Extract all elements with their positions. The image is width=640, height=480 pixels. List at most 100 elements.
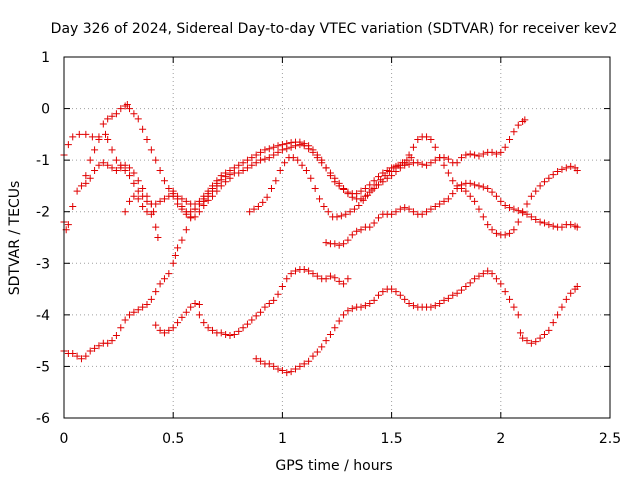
data-point bbox=[527, 192, 535, 200]
chart-title: Day 326 of 2024, Sidereal Day-to-day VTE… bbox=[51, 21, 618, 37]
data-point bbox=[143, 208, 151, 216]
data-point bbox=[209, 192, 217, 200]
data-point bbox=[272, 177, 280, 185]
data-point bbox=[484, 185, 492, 193]
x-tick-labels: 0 0.5 1 1.5 2 2.5 bbox=[60, 431, 622, 447]
data-point bbox=[479, 150, 487, 158]
data-point bbox=[195, 301, 203, 309]
data-point bbox=[156, 197, 164, 205]
data-point bbox=[379, 288, 387, 296]
data-point bbox=[209, 326, 217, 334]
data-point bbox=[497, 148, 505, 156]
series-track-11 bbox=[246, 154, 415, 221]
data-point bbox=[169, 324, 177, 332]
data-point bbox=[134, 115, 142, 123]
data-point bbox=[300, 360, 308, 368]
data-point bbox=[536, 218, 544, 226]
data-point bbox=[156, 166, 164, 174]
data-point bbox=[99, 159, 107, 167]
data-point bbox=[147, 146, 155, 154]
data-point bbox=[374, 291, 382, 299]
data-point bbox=[475, 152, 483, 160]
data-point bbox=[436, 300, 444, 308]
axis-ticks bbox=[63, 56, 611, 419]
data-point bbox=[409, 208, 417, 216]
data-point bbox=[431, 302, 439, 310]
data-point bbox=[344, 190, 352, 198]
data-point bbox=[567, 289, 575, 297]
data-point bbox=[510, 226, 518, 234]
data-point bbox=[165, 270, 173, 278]
data-point bbox=[364, 191, 372, 199]
data-point bbox=[274, 148, 282, 156]
data-point bbox=[497, 280, 505, 288]
data-point bbox=[278, 146, 286, 154]
data-point bbox=[453, 289, 461, 297]
data-point bbox=[305, 357, 313, 365]
data-point bbox=[545, 174, 553, 182]
data-point bbox=[169, 187, 177, 195]
data-point bbox=[567, 162, 575, 170]
data-point bbox=[475, 205, 483, 213]
data-point bbox=[368, 186, 376, 194]
data-point bbox=[117, 105, 125, 113]
data-point bbox=[440, 197, 448, 205]
data-point bbox=[488, 270, 496, 278]
data-point bbox=[370, 219, 378, 227]
data-point bbox=[567, 221, 575, 229]
data-point bbox=[64, 221, 72, 229]
data-point bbox=[309, 270, 317, 278]
data-point bbox=[274, 290, 282, 298]
data-point bbox=[423, 161, 431, 169]
data-point bbox=[506, 136, 514, 144]
data-point bbox=[554, 311, 562, 319]
data-point bbox=[488, 226, 496, 234]
data-point bbox=[475, 182, 483, 190]
data-point bbox=[305, 267, 313, 275]
series-track-7 bbox=[195, 265, 352, 339]
data-point bbox=[322, 164, 330, 172]
data-point bbox=[108, 112, 116, 120]
data-point bbox=[108, 164, 116, 172]
data-point bbox=[265, 300, 273, 308]
data-point bbox=[69, 203, 77, 211]
data-point bbox=[484, 267, 492, 275]
data-point bbox=[549, 319, 557, 327]
data-point bbox=[462, 282, 470, 290]
data-point bbox=[418, 160, 426, 168]
data-point bbox=[313, 154, 321, 162]
data-point bbox=[440, 296, 448, 304]
series-track-6 bbox=[152, 300, 203, 337]
data-point bbox=[117, 324, 125, 332]
data-point bbox=[545, 326, 553, 334]
x-tick-label: 2 bbox=[496, 431, 505, 447]
data-point bbox=[370, 296, 378, 304]
data-point bbox=[121, 161, 129, 169]
data-point bbox=[77, 182, 85, 190]
data-point bbox=[182, 210, 190, 218]
data-point bbox=[235, 169, 243, 177]
data-point bbox=[501, 288, 509, 296]
data-point bbox=[134, 177, 142, 185]
data-point bbox=[126, 311, 134, 319]
data-point bbox=[77, 355, 85, 363]
data-point bbox=[283, 145, 291, 153]
data-point bbox=[333, 213, 341, 221]
data-point bbox=[573, 166, 581, 174]
data-point bbox=[243, 156, 251, 164]
data-point bbox=[252, 151, 260, 159]
data-point bbox=[165, 326, 173, 334]
data-point bbox=[394, 161, 402, 169]
data-point bbox=[449, 190, 457, 198]
y-tick-labels: -6 -5 -4 -3 -2 -1 0 1 bbox=[36, 50, 50, 427]
data-point bbox=[75, 130, 83, 138]
data-point bbox=[414, 136, 422, 144]
data-point bbox=[492, 229, 500, 237]
data-point bbox=[405, 300, 413, 308]
y-axis-label: SDTVAR / TECUs bbox=[7, 181, 23, 296]
data-point bbox=[392, 288, 400, 296]
data-point bbox=[69, 133, 77, 141]
data-point bbox=[213, 187, 221, 195]
data-point bbox=[471, 181, 479, 189]
data-point bbox=[305, 145, 313, 153]
